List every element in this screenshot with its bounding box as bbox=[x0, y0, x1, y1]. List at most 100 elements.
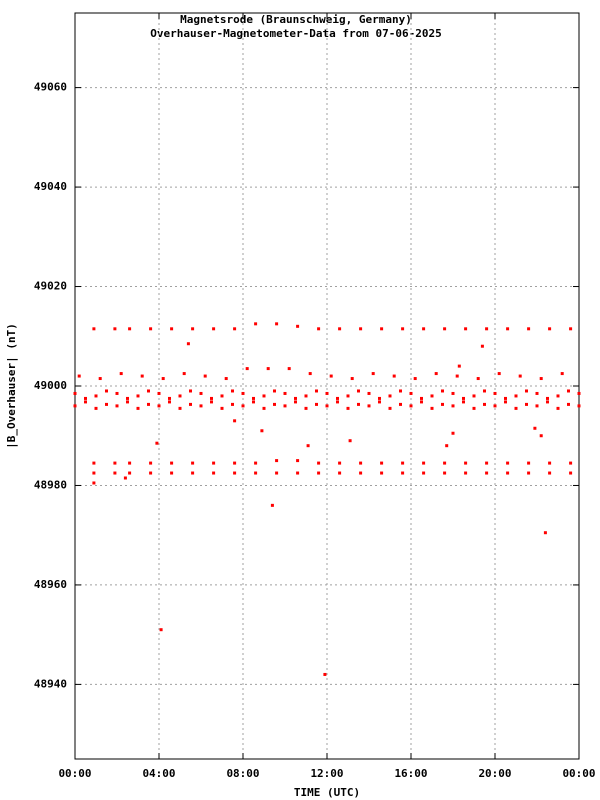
point bbox=[191, 461, 195, 465]
point bbox=[170, 471, 174, 475]
point bbox=[149, 461, 153, 465]
point bbox=[220, 406, 224, 410]
point bbox=[233, 471, 237, 475]
point bbox=[315, 402, 318, 406]
point bbox=[329, 374, 333, 378]
point bbox=[504, 400, 507, 404]
point bbox=[304, 406, 308, 410]
y-tick-label: 49020 bbox=[34, 280, 67, 293]
point bbox=[497, 372, 501, 376]
point bbox=[485, 471, 489, 475]
point bbox=[203, 374, 207, 378]
point bbox=[556, 406, 560, 410]
point bbox=[212, 327, 216, 331]
y-tick-label: 48960 bbox=[34, 578, 67, 591]
point bbox=[304, 394, 308, 398]
point bbox=[178, 406, 182, 410]
y-tick-label: 49040 bbox=[34, 180, 67, 193]
point bbox=[506, 471, 510, 475]
chart-subtitle: Overhauser-Magnetometer-Data from 07-06-… bbox=[150, 27, 441, 40]
point bbox=[296, 459, 300, 463]
point bbox=[105, 402, 108, 406]
point bbox=[308, 372, 312, 376]
point bbox=[472, 394, 476, 398]
point bbox=[380, 471, 384, 475]
point bbox=[577, 404, 581, 408]
point bbox=[451, 431, 455, 435]
point bbox=[380, 461, 384, 465]
point bbox=[533, 426, 537, 430]
point bbox=[462, 400, 465, 404]
y-tick-label: 48980 bbox=[34, 478, 67, 491]
point bbox=[567, 402, 570, 406]
point bbox=[254, 461, 258, 465]
point bbox=[348, 439, 352, 443]
point bbox=[539, 434, 543, 438]
point bbox=[443, 327, 447, 331]
point bbox=[325, 391, 329, 395]
point bbox=[480, 344, 484, 348]
point bbox=[323, 672, 327, 676]
point bbox=[275, 322, 279, 326]
point bbox=[199, 391, 203, 395]
point bbox=[546, 396, 549, 400]
point bbox=[128, 327, 132, 331]
point bbox=[233, 419, 237, 423]
point bbox=[113, 471, 117, 475]
point bbox=[464, 327, 468, 331]
point bbox=[189, 389, 192, 393]
point bbox=[233, 461, 237, 465]
point bbox=[359, 471, 363, 475]
point bbox=[105, 389, 108, 393]
point bbox=[294, 396, 297, 400]
point bbox=[422, 471, 426, 475]
point bbox=[556, 394, 560, 398]
point bbox=[317, 327, 321, 331]
point bbox=[275, 471, 279, 475]
point bbox=[241, 391, 245, 395]
point bbox=[275, 459, 279, 463]
point bbox=[149, 327, 153, 331]
point bbox=[535, 404, 539, 408]
point bbox=[191, 471, 195, 475]
point bbox=[296, 324, 300, 328]
point bbox=[113, 461, 117, 465]
point bbox=[325, 404, 329, 408]
point bbox=[270, 503, 274, 507]
point bbox=[359, 327, 363, 331]
point bbox=[77, 374, 81, 378]
point bbox=[315, 389, 318, 393]
point bbox=[483, 402, 486, 406]
point bbox=[147, 389, 150, 393]
point bbox=[336, 400, 339, 404]
point bbox=[262, 394, 266, 398]
point bbox=[346, 394, 350, 398]
point bbox=[262, 406, 266, 410]
point bbox=[252, 400, 255, 404]
point bbox=[210, 400, 213, 404]
point bbox=[485, 327, 489, 331]
point bbox=[170, 327, 174, 331]
point bbox=[535, 391, 539, 395]
point bbox=[210, 396, 213, 400]
point bbox=[168, 396, 171, 400]
point bbox=[159, 628, 163, 632]
point bbox=[409, 391, 413, 395]
point bbox=[464, 461, 468, 465]
point bbox=[294, 400, 297, 404]
point bbox=[548, 461, 552, 465]
point bbox=[543, 531, 547, 535]
plot-frame bbox=[74, 12, 580, 760]
point bbox=[357, 389, 360, 393]
point bbox=[199, 404, 203, 408]
point bbox=[94, 406, 98, 410]
point bbox=[73, 404, 77, 408]
point bbox=[147, 402, 150, 406]
point bbox=[84, 396, 87, 400]
point bbox=[476, 377, 480, 381]
point bbox=[548, 327, 552, 331]
point bbox=[92, 461, 96, 465]
point bbox=[527, 327, 531, 331]
